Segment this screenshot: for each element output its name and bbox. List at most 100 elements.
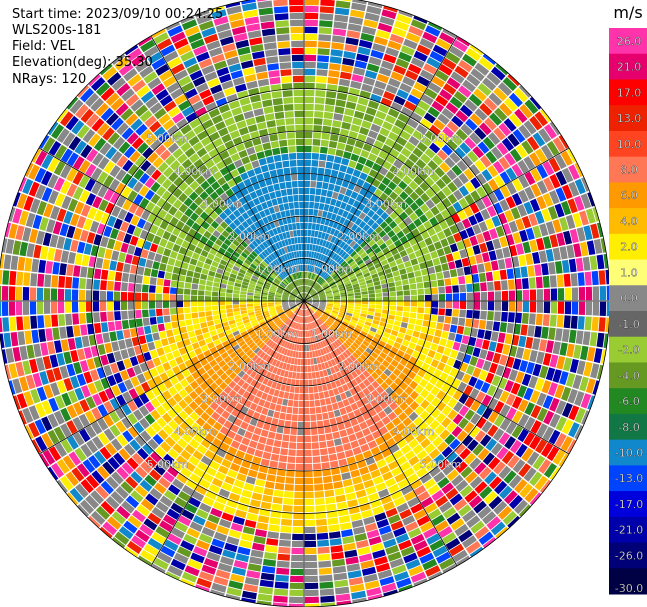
range-gate — [305, 298, 312, 301]
range-gate — [310, 414, 317, 421]
range-gate — [389, 391, 399, 401]
range-gate — [98, 390, 109, 403]
range-gate — [115, 102, 129, 116]
range-gate — [312, 282, 317, 288]
range-gate — [211, 411, 221, 421]
range-gate — [48, 446, 62, 462]
range-gate — [169, 431, 181, 442]
range-gate — [396, 230, 405, 239]
range-gate — [437, 113, 450, 125]
range-gate — [166, 82, 180, 94]
range-gate — [127, 515, 142, 529]
range-gate — [153, 216, 163, 227]
range-gate — [322, 412, 329, 420]
range-gate — [301, 344, 304, 352]
range-gate — [324, 361, 330, 369]
range-gate — [304, 243, 307, 251]
range-gate — [333, 113, 344, 121]
range-gate — [231, 408, 240, 417]
range-gate — [292, 372, 297, 379]
range-gate — [319, 326, 324, 333]
range-gate — [340, 305, 347, 308]
range-gate — [392, 368, 402, 377]
range-gate — [265, 223, 272, 231]
range-gate — [332, 565, 347, 574]
range-gate — [452, 39, 468, 53]
range-gate — [273, 595, 288, 603]
range-gate — [369, 327, 377, 333]
range-gate — [347, 301, 355, 304]
range-gate — [131, 137, 144, 150]
range-gate — [261, 565, 276, 574]
range-gate — [340, 233, 347, 241]
range-gate — [443, 245, 452, 255]
range-gate — [367, 593, 383, 601]
range-gate — [265, 328, 272, 335]
range-gate — [304, 173, 311, 181]
range-gate — [307, 309, 311, 315]
range-gate — [389, 305, 397, 311]
range-gate — [319, 302, 327, 305]
range-gate — [4, 364, 12, 380]
range-gate — [324, 310, 331, 315]
range-gate — [274, 298, 282, 300]
range-gate — [326, 293, 333, 297]
range-gate — [305, 302, 311, 307]
range-gate — [329, 316, 336, 321]
range-gate — [8, 286, 16, 301]
range-gate — [304, 372, 308, 380]
range-gate — [284, 334, 289, 341]
range-gate — [313, 477, 323, 484]
range-gate — [220, 351, 229, 360]
range-gate — [276, 226, 282, 234]
range-gate — [254, 288, 262, 292]
range-gate — [510, 207, 521, 220]
range-gate — [206, 417, 217, 427]
range-gate — [258, 278, 265, 283]
range-gate — [260, 296, 268, 299]
range-gate — [518, 399, 529, 413]
range-gate — [398, 10, 413, 18]
range-gate — [139, 479, 153, 492]
range-gate — [309, 201, 315, 209]
range-gate — [467, 439, 479, 452]
range-gate — [77, 348, 86, 361]
range-gate — [52, 262, 60, 275]
range-gate — [289, 296, 296, 299]
range-gate — [372, 258, 380, 265]
range-gate — [482, 77, 497, 91]
range-gate — [325, 161, 333, 169]
range-gate — [304, 26, 318, 34]
range-gate — [311, 258, 316, 266]
range-gate — [211, 181, 221, 191]
range-gate — [454, 443, 466, 455]
range-gate — [42, 355, 52, 370]
range-gate — [281, 355, 286, 362]
range-gate — [421, 362, 430, 372]
range-gate — [223, 385, 232, 395]
range-gate — [178, 388, 188, 399]
range-gate — [336, 339, 343, 346]
range-gate — [31, 329, 40, 344]
range-gate — [469, 235, 479, 246]
range-gate — [199, 89, 212, 100]
range-gate — [324, 489, 335, 498]
range-gate — [387, 181, 397, 191]
range-gate — [458, 85, 472, 98]
range-gate — [204, 449, 216, 460]
range-gate — [384, 251, 393, 259]
range-gate — [293, 505, 304, 513]
range-gate — [186, 164, 197, 175]
range-gate — [209, 460, 220, 471]
range-gate — [523, 467, 537, 482]
range-gate — [218, 360, 227, 368]
range-gate — [415, 319, 423, 326]
range-gate — [363, 378, 371, 387]
range-gate — [246, 301, 254, 304]
range-gate — [373, 348, 382, 355]
range-gate — [339, 289, 347, 294]
range-gate — [343, 219, 350, 227]
range-gate — [391, 417, 402, 427]
range-gate — [251, 206, 259, 215]
range-gate — [458, 197, 469, 209]
